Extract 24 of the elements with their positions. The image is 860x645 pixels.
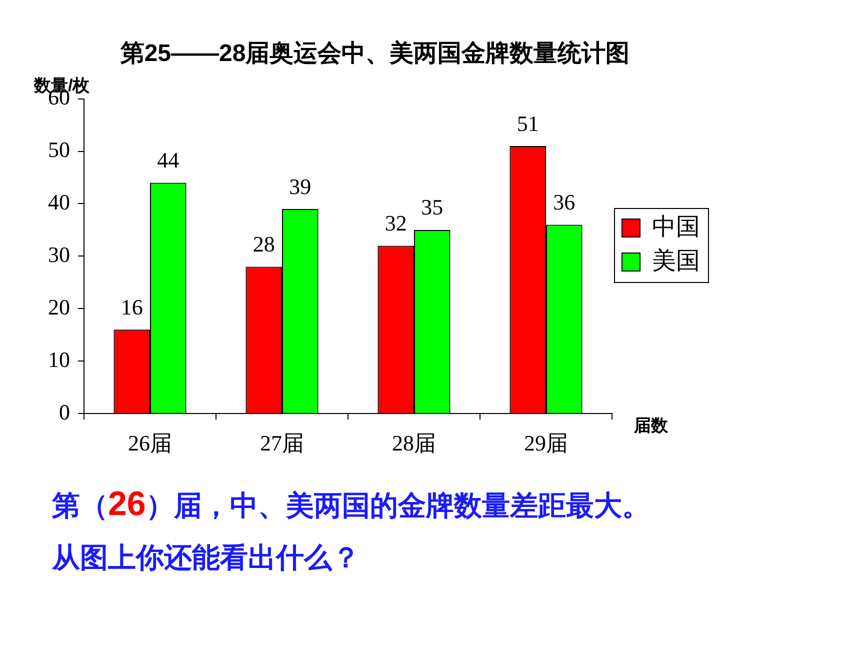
data-label: 39 [289,174,312,199]
y-tick-label: 40 [48,190,70,215]
y-tick-label: 0 [59,399,70,424]
data-label: 36 [553,190,576,214]
text: 从图上你还能看出什么？ [52,542,360,573]
x-axis-title: 届数 [633,416,669,435]
data-label: 51 [516,110,539,136]
data-label: 16 [120,294,143,320]
y-tick-label: 30 [48,242,70,267]
legend-label: 中国 [652,214,700,240]
data-label: 35 [421,194,444,220]
y-tick-label: 20 [48,294,70,320]
x-tick-label: 29届 [524,430,568,456]
y-tick-label: 50 [48,137,70,162]
data-label: 32 [384,210,407,236]
y-tick-label: 10 [48,346,70,372]
x-tick-label: 27届 [260,430,304,456]
text: 第（26）届，中、美两国的金牌数量差距最大。 [52,485,650,523]
data-label: 28 [252,231,275,256]
legend-label: 美国 [652,247,700,274]
chart-title: 第25——28届奥运会中、美两国金牌数量统计图 [119,39,630,68]
x-tick-label: 28届 [392,430,436,456]
data-label: 44 [157,148,180,173]
x-tick-label: 26届 [128,430,172,456]
